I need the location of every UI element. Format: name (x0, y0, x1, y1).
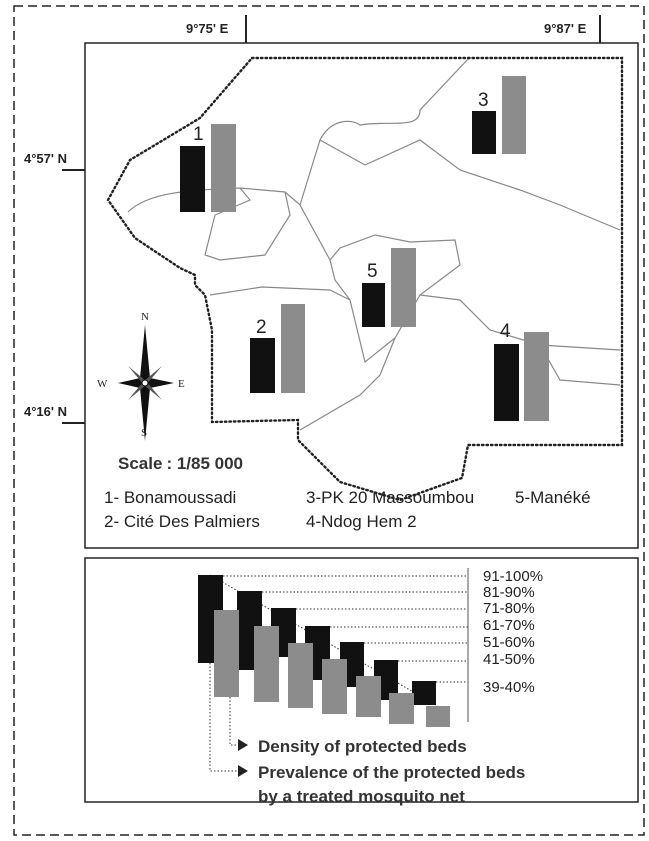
site-name: 3-PK 20 Massoumbou (306, 488, 474, 507)
class-label: 71-80% (483, 600, 535, 617)
site-name: 1- Bonamoussadi (104, 488, 236, 507)
scale-value: : 1/85 000 (166, 454, 243, 473)
coord-label: 9°75' E (186, 21, 229, 36)
legend-prevalence: Prevalence of the protected beds (258, 763, 525, 782)
legend-density: Density of protected beds (258, 737, 467, 756)
class-label: 51-60% (483, 634, 535, 651)
site-number: 1 (193, 124, 204, 145)
site-number: 2 (256, 317, 267, 338)
site-number: 3 (478, 90, 489, 111)
scale-label: Scale (118, 454, 162, 473)
compass-rose (118, 325, 174, 441)
site-name: 4-Ndog Hem 2 (306, 512, 417, 531)
coord-label: 4°57' N (24, 151, 67, 166)
map-border (106, 56, 624, 502)
legend-bars (198, 575, 450, 727)
class-label: 39-40% (483, 679, 535, 696)
compass-label: E (178, 378, 185, 390)
legend-arrows (209, 663, 248, 777)
site-number: 5 (367, 261, 378, 282)
district-lines (127, 56, 621, 431)
class-label: 41-50% (483, 651, 535, 668)
site-number: 4 (500, 321, 511, 342)
site-name: 5-Manéké (515, 488, 591, 507)
scale: Scale: 1/85 000 (118, 454, 243, 473)
compass-label: S (141, 427, 147, 439)
compass-label: W (97, 378, 108, 390)
map-box (84, 42, 639, 549)
legend-prevalence: by a treated mosquito net (258, 787, 465, 806)
outer-frame (13, 5, 645, 836)
class-label: 91-100% (483, 568, 543, 585)
coord-label: 4°16' N (24, 404, 67, 419)
site-bars (180, 76, 549, 421)
coord-label: 9°87' E (544, 21, 587, 36)
class-label: 61-70% (483, 617, 535, 634)
compass-label: N (141, 311, 149, 323)
class-label: 81-90% (483, 584, 535, 601)
site-name: 2- Cité Des Palmiers (104, 512, 260, 531)
